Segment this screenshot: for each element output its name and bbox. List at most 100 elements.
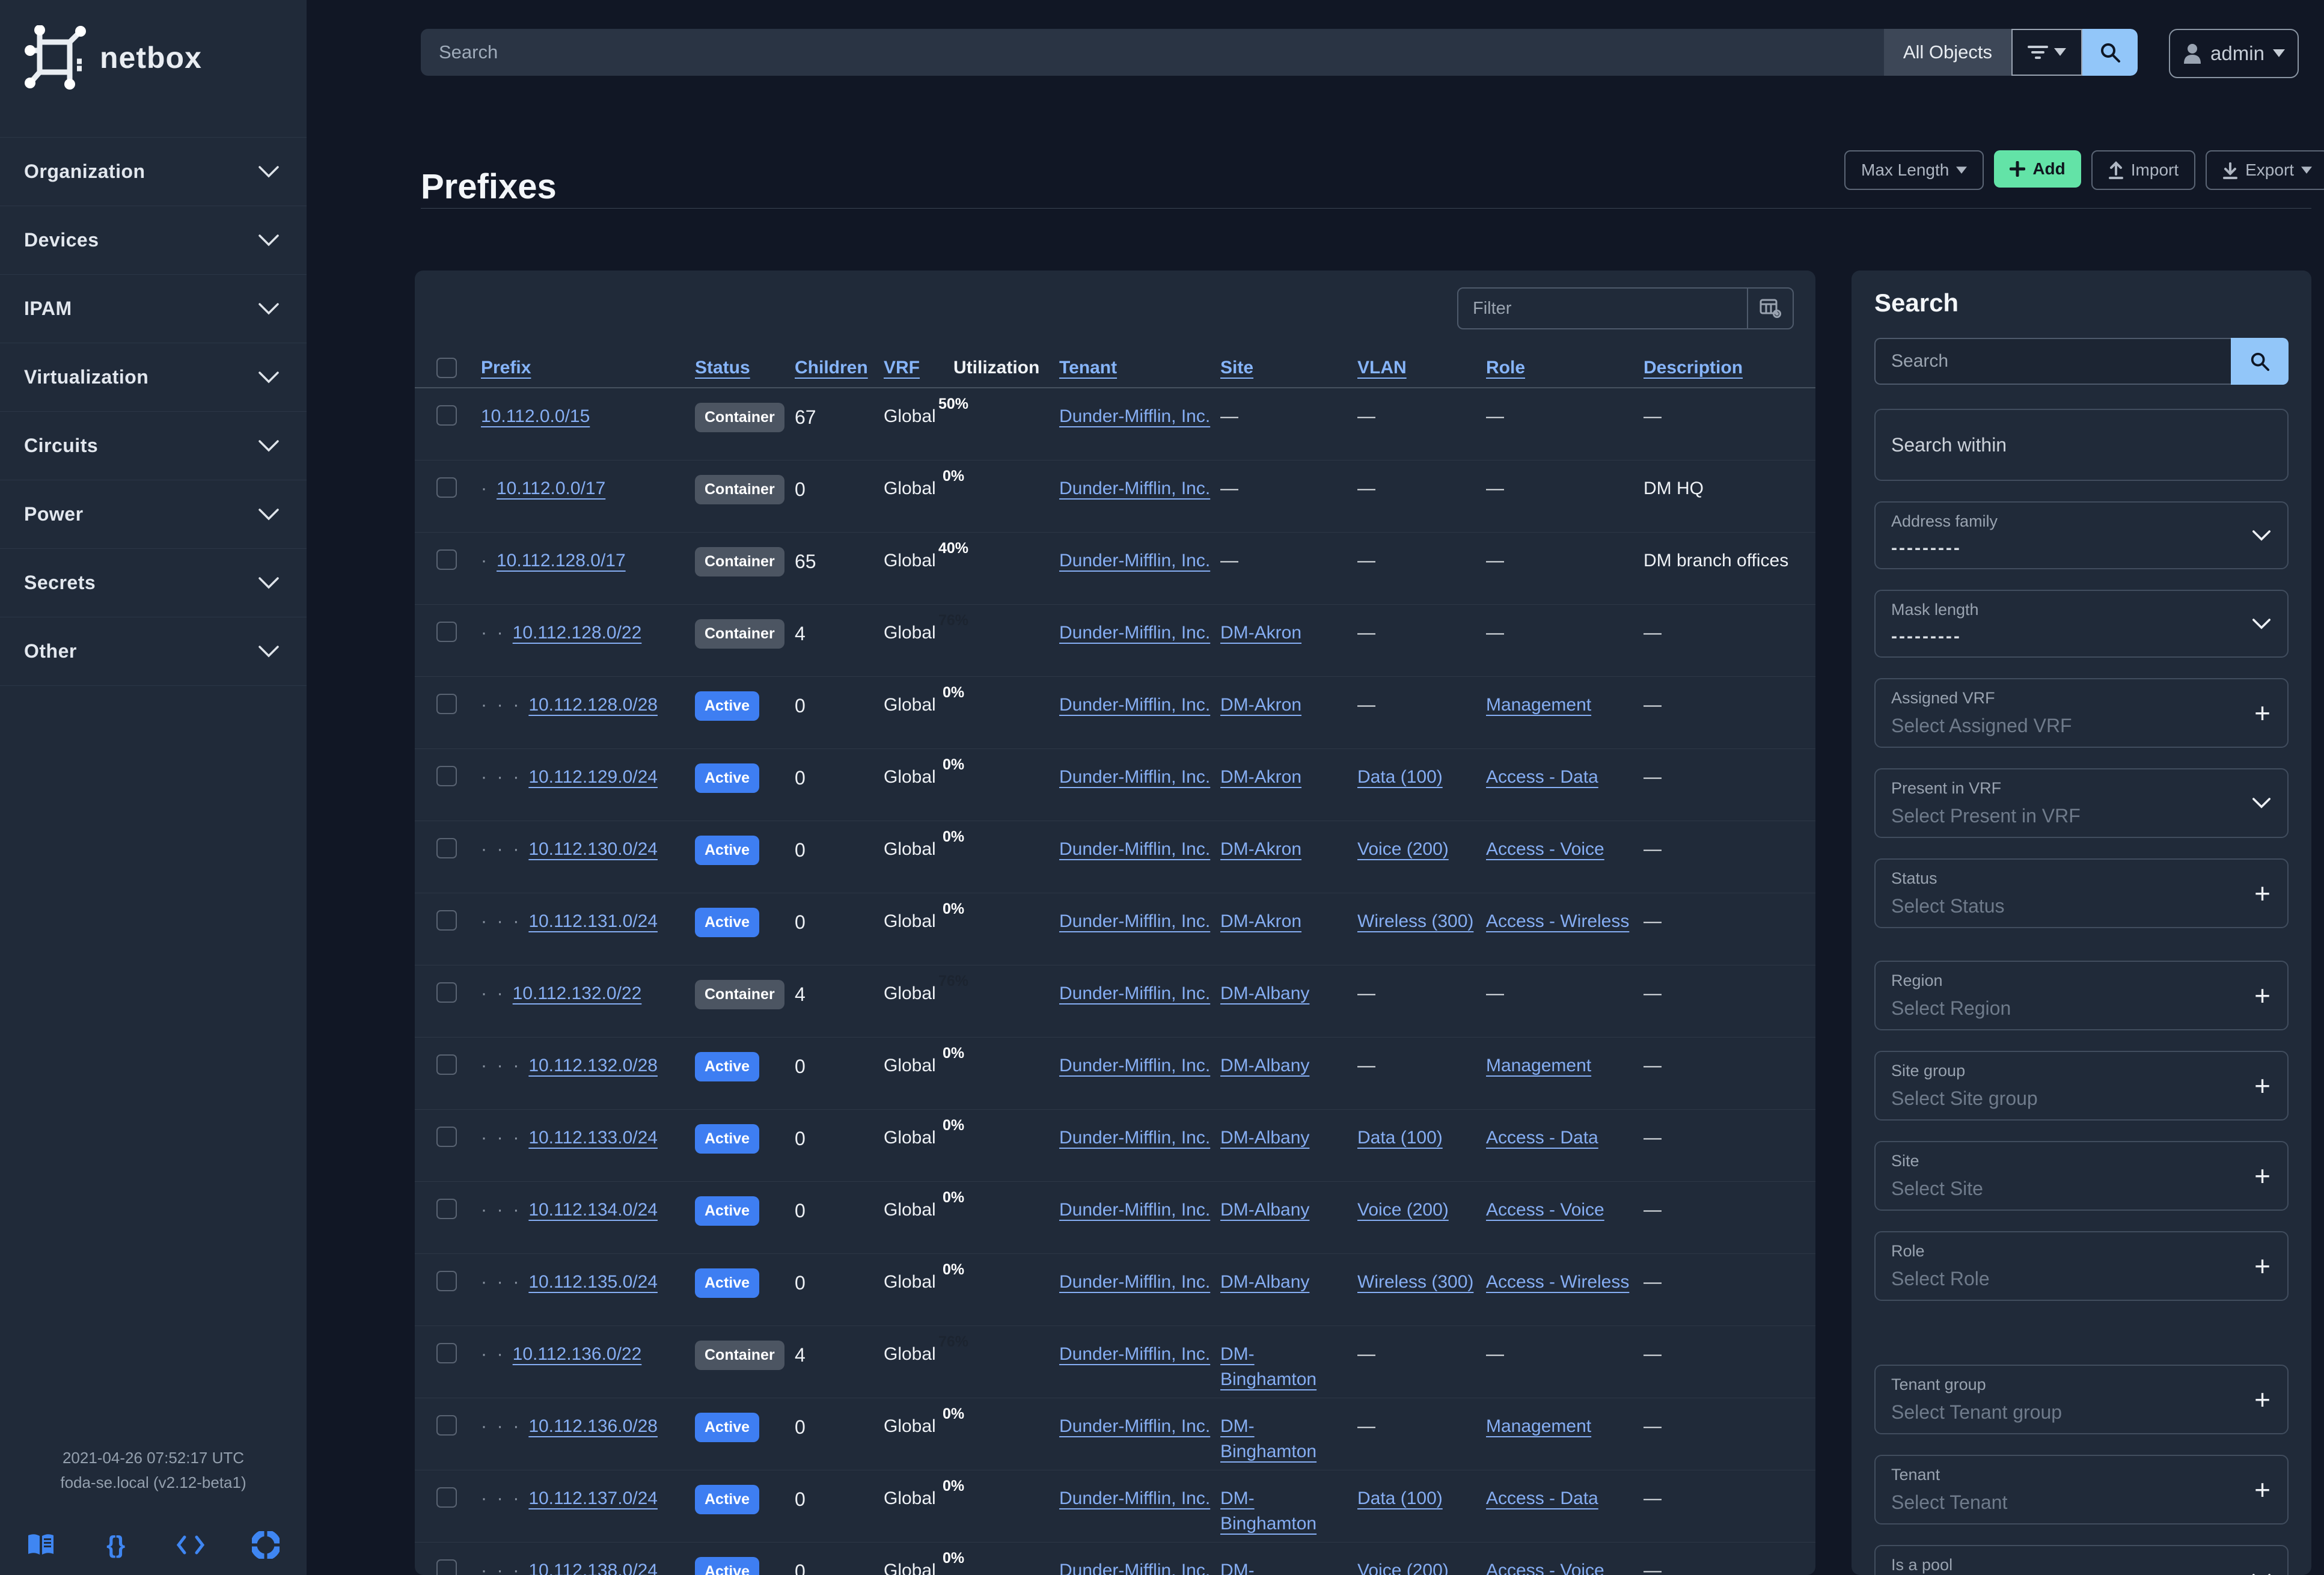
- role-link[interactable]: Access - Voice: [1486, 1200, 1604, 1220]
- role-link[interactable]: Access - Data: [1486, 1128, 1598, 1148]
- prefix-link[interactable]: 10.112.128.0/28: [528, 695, 658, 715]
- prefix-link[interactable]: 10.112.138.0/24: [528, 1561, 658, 1575]
- site-link[interactable]: DM-Albany: [1220, 1128, 1310, 1148]
- tenant-link[interactable]: Dunder-Mifflin, Inc.: [1059, 406, 1211, 426]
- row-checkbox[interactable]: [436, 477, 457, 498]
- row-checkbox[interactable]: [436, 694, 457, 714]
- table-row[interactable]: · · · 10.112.138.0/24 Active 0 Global 0%Dunde…: [415, 1543, 1815, 1575]
- row-checkbox[interactable]: [436, 910, 457, 931]
- tenant-link[interactable]: Dunder-Mifflin, Inc.: [1059, 695, 1211, 715]
- chevron-down-icon[interactable]: [2252, 530, 2270, 541]
- table-row[interactable]: · · 10.112.128.0/22 Container 4 Global76%Dun…: [415, 605, 1815, 677]
- braces-icon[interactable]: {}: [106, 1531, 126, 1558]
- site-link[interactable]: DM-Albany: [1220, 1200, 1310, 1220]
- row-checkbox[interactable]: [436, 1559, 457, 1575]
- prefix-link[interactable]: 10.112.0.0/17: [497, 479, 606, 498]
- tenant-link[interactable]: Dunder-Mifflin, Inc.: [1059, 767, 1211, 787]
- column-sort-link[interactable]: Site: [1220, 358, 1254, 378]
- row-checkbox[interactable]: [436, 982, 457, 1003]
- table-row[interactable]: · 10.112.128.0/17 Container 65 Global40%Dund…: [415, 533, 1815, 605]
- vlan-link[interactable]: Wireless (300): [1357, 911, 1474, 931]
- tenant-link[interactable]: Dunder-Mifflin, Inc.: [1059, 1561, 1211, 1575]
- row-checkbox[interactable]: [436, 1127, 457, 1147]
- sidebar-item-devices[interactable]: Devices: [0, 206, 307, 275]
- tenant-link[interactable]: Dunder-Mifflin, Inc.: [1059, 623, 1211, 643]
- row-checkbox[interactable]: [436, 1487, 457, 1508]
- user-menu-button[interactable]: admin: [2169, 29, 2299, 78]
- export-button[interactable]: Export: [2206, 150, 2324, 190]
- table-row[interactable]: · · · 10.112.132.0/28 Active 0 Global 0%Dunde…: [415, 1038, 1815, 1110]
- table-filter-input[interactable]: [1458, 289, 1747, 328]
- tenant-link[interactable]: Dunder-Mifflin, Inc.: [1059, 983, 1211, 1003]
- prefix-link[interactable]: 10.112.137.0/24: [528, 1488, 658, 1508]
- row-checkbox[interactable]: [436, 405, 457, 426]
- site-link[interactable]: DM-Binghamton: [1220, 1416, 1317, 1461]
- sidebar-item-virtualization[interactable]: Virtualization: [0, 343, 307, 412]
- tenant-link[interactable]: Dunder-Mifflin, Inc.: [1059, 1272, 1211, 1292]
- role-link[interactable]: Management: [1486, 1416, 1592, 1436]
- add-button[interactable]: Add: [1994, 150, 2081, 188]
- prefix-link[interactable]: 10.112.133.0/24: [528, 1128, 658, 1148]
- role-link[interactable]: Management: [1486, 1056, 1592, 1075]
- row-checkbox[interactable]: [436, 1054, 457, 1075]
- table-row[interactable]: · · 10.112.136.0/22 Container 4 Global76%Dun…: [415, 1326, 1815, 1398]
- role-link[interactable]: Access - Data: [1486, 767, 1598, 787]
- tenant-link[interactable]: Dunder-Mifflin, Inc.: [1059, 1488, 1211, 1508]
- tenant-link[interactable]: Dunder-Mifflin, Inc.: [1059, 551, 1211, 570]
- filter-field-region[interactable]: Region Select Region +: [1874, 961, 2289, 1030]
- book-icon[interactable]: [26, 1531, 55, 1559]
- site-link[interactable]: DM-Albany: [1220, 1056, 1310, 1075]
- row-checkbox[interactable]: [436, 1343, 457, 1363]
- role-link[interactable]: Access - Voice: [1486, 839, 1604, 859]
- filter-field-assigned-vrf[interactable]: Assigned VRF Select Assigned VRF +: [1874, 678, 2289, 748]
- column-sort-link[interactable]: Prefix: [481, 358, 531, 378]
- filter-field-role[interactable]: Role Select Role +: [1874, 1231, 2289, 1301]
- panel-search-button[interactable]: [2231, 338, 2289, 385]
- sidebar-item-secrets[interactable]: Secrets: [0, 549, 307, 617]
- netbox-logo[interactable]: netbox: [0, 0, 307, 90]
- filter-field-status[interactable]: Status Select Status +: [1874, 858, 2289, 928]
- site-link[interactable]: DM-Akron: [1220, 911, 1302, 931]
- vlan-link[interactable]: Voice (200): [1357, 1561, 1449, 1575]
- prefix-link[interactable]: 10.112.132.0/22: [512, 983, 642, 1003]
- prefix-link[interactable]: 10.112.136.0/22: [512, 1344, 642, 1364]
- tenant-link[interactable]: Dunder-Mifflin, Inc.: [1059, 1128, 1211, 1148]
- sidebar-item-circuits[interactable]: Circuits: [0, 412, 307, 480]
- site-link[interactable]: DM-Akron: [1220, 695, 1302, 715]
- code-icon[interactable]: [176, 1531, 205, 1559]
- help-ring-icon[interactable]: [251, 1531, 280, 1559]
- site-link[interactable]: DM-Binghamton: [1220, 1561, 1255, 1575]
- prefix-link[interactable]: 10.112.132.0/28: [528, 1056, 658, 1075]
- tenant-link[interactable]: Dunder-Mifflin, Inc.: [1059, 839, 1211, 859]
- import-button[interactable]: Import: [2091, 150, 2196, 190]
- filter-field-address-family[interactable]: Address family ---------: [1874, 501, 2289, 569]
- site-link[interactable]: DM-Binghamton: [1220, 1488, 1317, 1534]
- column-sort-link[interactable]: VLAN: [1357, 358, 1407, 378]
- prefix-link[interactable]: 10.112.128.0/22: [512, 623, 642, 643]
- role-link[interactable]: Access - Wireless: [1486, 911, 1630, 931]
- table-row[interactable]: · · · 10.112.136.0/28 Active 0 Global 0%Dunde…: [415, 1398, 1815, 1470]
- tenant-link[interactable]: Dunder-Mifflin, Inc.: [1059, 1200, 1211, 1220]
- table-row[interactable]: · · · 10.112.137.0/24 Active 0 Global 0%Dunde…: [415, 1470, 1815, 1543]
- table-row[interactable]: · · · 10.112.133.0/24 Active 0 Global 0%Dunde…: [415, 1110, 1815, 1182]
- row-checkbox[interactable]: [436, 838, 457, 858]
- vlan-link[interactable]: Data (100): [1357, 1128, 1443, 1148]
- filter-field-tenant-group[interactable]: Tenant group Select Tenant group +: [1874, 1365, 2289, 1434]
- filter-field-site[interactable]: Site Select Site +: [1874, 1141, 2289, 1211]
- table-row[interactable]: · · 10.112.132.0/22 Container 4 Global76%Dun…: [415, 965, 1815, 1038]
- table-row[interactable]: · · · 10.112.131.0/24 Active 0 Global 0%Dunde…: [415, 893, 1815, 965]
- vlan-link[interactable]: Data (100): [1357, 767, 1443, 787]
- column-sort-link[interactable]: Role: [1486, 358, 1526, 378]
- column-sort-link[interactable]: Tenant: [1059, 358, 1118, 378]
- chevron-down-icon[interactable]: [2252, 618, 2270, 629]
- column-sort-link[interactable]: Status: [695, 358, 750, 378]
- table-row[interactable]: · · · 10.112.135.0/24 Active 0 Global 0%Dunde…: [415, 1254, 1815, 1326]
- search-submit-button[interactable]: [2082, 29, 2138, 76]
- prefix-link[interactable]: 10.112.134.0/24: [528, 1200, 658, 1220]
- row-checkbox[interactable]: [436, 1415, 457, 1436]
- row-checkbox[interactable]: [436, 1271, 457, 1291]
- site-link[interactable]: DM-Akron: [1220, 767, 1302, 787]
- select-all-checkbox[interactable]: [436, 358, 457, 378]
- sidebar-item-other[interactable]: Other: [0, 617, 307, 686]
- table-row[interactable]: · · · 10.112.128.0/28 Active 0 Global 0%Dunde…: [415, 677, 1815, 749]
